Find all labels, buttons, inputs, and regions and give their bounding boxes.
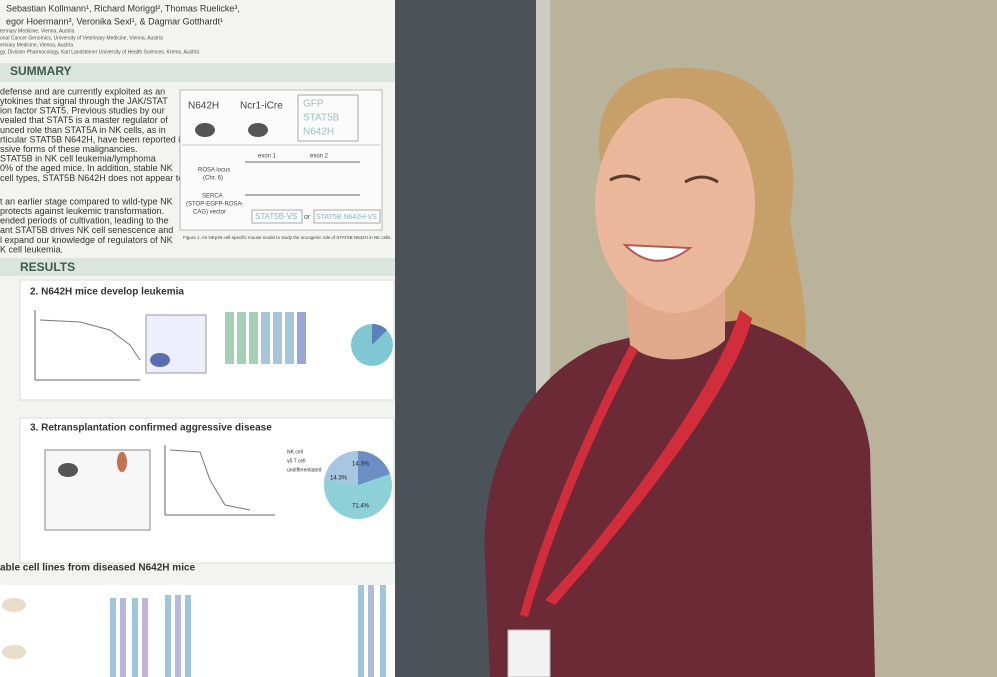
lanyard [520,345,638,617]
summary-heading: SUMMARY [10,64,72,78]
affiliation: erinary Medicine, Vienna, Austria [0,42,73,48]
author-line: Sebastian Kollmann¹, Richard Moriggl², T… [6,3,240,13]
genotype-box [297,94,359,142]
summary-line: 0% of the aged mice. In addition, stable… [0,163,173,173]
summary-line: cell types, STAT5B N642H does not appear… [0,173,183,183]
pie-slice [324,450,358,485]
sweater [484,320,875,677]
cell-icon [2,598,26,612]
eye [609,174,641,182]
summary-line: ytokines that signal through the JAK/STA… [0,96,168,106]
survival-curve [169,449,251,511]
summary-line: rticular STAT5B N642H, have been reporte… [0,134,185,144]
section-bar [0,258,395,276]
affiliation: terinary Medicine, Vienna, Austria [0,28,75,34]
face [595,97,755,313]
scheme-box [44,449,151,531]
summary-line: ended periods of cultivation, leading to… [0,216,169,226]
figure-label: SERCA [202,194,223,200]
survival-curve [39,319,141,361]
mouse-icon [195,123,215,137]
summary-line: t an earlier stage compared to wild-type… [0,196,173,206]
lanyard [545,310,752,605]
pie-label: 71.4% [352,504,370,510]
figure-label: exon 1 [258,154,277,160]
legend-entry: undifferentiated [287,467,322,473]
figure-label: (STOP-EGFP-ROSA- [186,202,244,208]
genotype: N642H [303,127,334,138]
figure-frame [179,89,383,231]
smile [622,243,693,262]
spleen-icon [117,452,127,472]
results-heading: RESULTS [20,260,75,274]
figure-label: exon 2 [310,154,329,160]
stacked-bars [225,312,306,364]
construct-or: or [304,214,311,221]
figure-label: (Chr. 6) [203,176,223,182]
pie-label: 14.3% [352,462,370,468]
person [484,67,875,677]
section-title: able cell lines from diseased N642H mice [0,563,196,574]
construct-box [313,209,381,224]
mouse-icon [248,123,268,137]
section-title: 3. Retransplantation confirmed aggressiv… [30,423,272,434]
legend-entry: γδ T cell [287,458,306,464]
summary-line: ssive forms of these malignancies. [0,144,138,154]
summary-line: K cell leukemia. [0,244,63,254]
summary-line: defense and are currently exploited as a… [0,86,165,96]
bars [110,585,386,677]
genotype: STAT5B [303,113,340,124]
summary-line: unced role than STAT5A in NK cells, as i… [0,125,166,135]
legend-entry: NK cell [287,449,303,455]
pie-slice [358,451,390,485]
cell-icon [2,645,26,659]
eye [684,175,719,184]
figure-caption: Figure 1. An NKp46 cell-specific mouse m… [183,235,392,240]
construct: STAT5B N642H-VS [316,214,377,221]
figure-label: Ncr1-iCre [240,101,283,112]
construct-box [251,209,303,224]
mouse-icon [58,463,78,477]
affiliation: onal Cancer Genomics, University of Vete… [0,35,163,41]
author-line: egor Hoermann³, Veronika Sexl¹, & Dagmar… [6,16,223,26]
panel [0,585,395,677]
badge [507,629,551,677]
figure-label: CAG) vector [193,210,226,216]
construct: STAT5B-VS [255,212,297,221]
summary-text: defense and are currently exploited as a… [0,86,185,254]
affiliation: gy, Division Pharmacology, Karl Landstei… [0,49,199,55]
genotype: GFP [303,99,324,110]
summary-line: STAT5B in NK cell leukemia/lymphoma [0,154,156,164]
summary-line: ant STAT5B drives NK cell senescence and [0,225,173,235]
pie-slice [372,323,387,345]
panel [19,279,395,401]
pie-label: 14.3% [330,476,348,482]
poster: Sebastian Kollmann¹, Richard Moriggl², T… [0,0,395,677]
section-bar [0,63,395,82]
summary-line: l expand our knowledge of regulators of … [0,235,173,245]
flow-cluster [150,353,170,367]
summary-line: ion factor STAT5. Previous studies by ou… [0,106,165,116]
figure-label: N642H [188,101,219,112]
figure-label: ROSA locus [198,168,230,174]
summary-line: protects against leukemic transformation… [0,206,164,216]
summary-line: vealed that STAT5 is a master regulator … [0,115,168,125]
section-title: 2. N642H mice develop leukemia [30,287,184,298]
